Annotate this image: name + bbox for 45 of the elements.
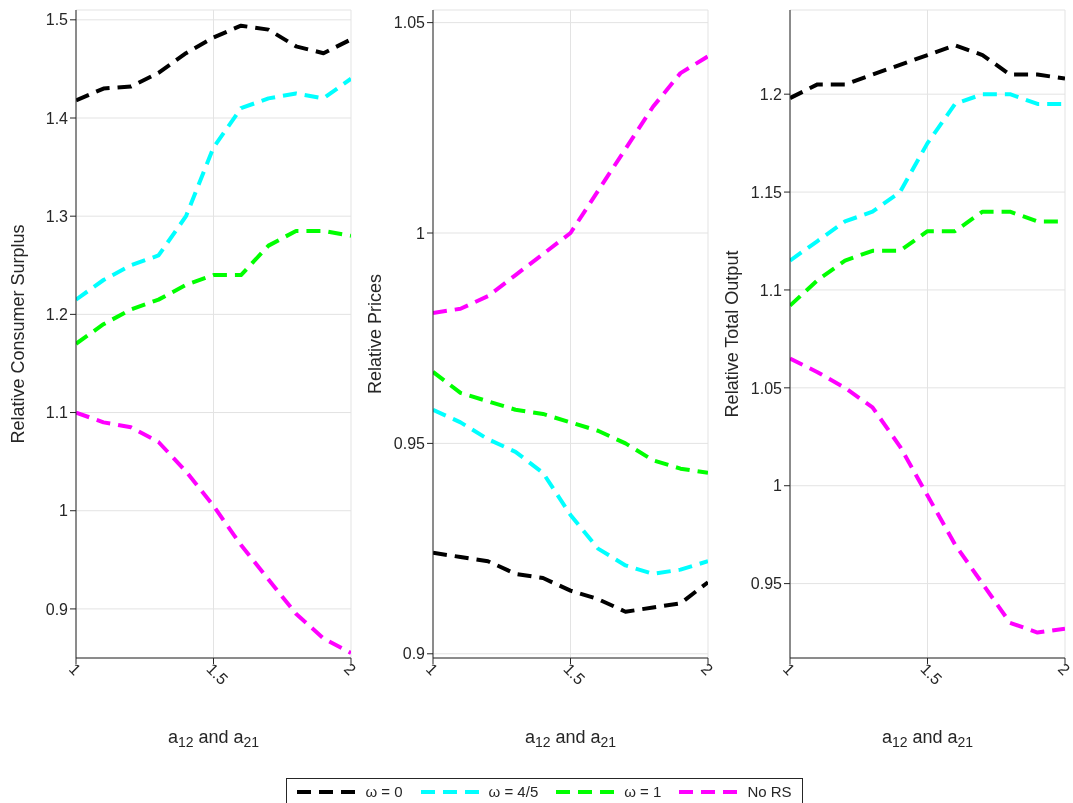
y-tick-label: 1 bbox=[416, 224, 426, 242]
y-tick-label: 1.3 bbox=[45, 207, 69, 225]
x-tick-label: 2 bbox=[340, 660, 360, 679]
y-axis-title: Relative Total Output bbox=[722, 250, 742, 418]
line-series bbox=[433, 550, 708, 614]
y-tick-label: 1 bbox=[59, 502, 69, 520]
x-tick-label: 1 bbox=[422, 660, 442, 679]
y-tick-label: 1.05 bbox=[393, 14, 426, 32]
x-tick-label: 1.5 bbox=[917, 660, 946, 688]
x-tick-label: 1.5 bbox=[203, 660, 232, 688]
line-series bbox=[433, 54, 708, 315]
line-series bbox=[76, 228, 351, 346]
y-tick-label: 1.2 bbox=[759, 85, 783, 103]
x-axis-title: a$_{12}$ and a$_{21}$ bbox=[524, 727, 617, 751]
y-tick-label: 1.1 bbox=[759, 281, 783, 299]
y-tick-label: 0.95 bbox=[393, 435, 426, 453]
line-series bbox=[433, 407, 708, 576]
x-axis-title: a$_{12}$ and a$_{21}$ bbox=[167, 727, 260, 751]
line-series bbox=[433, 369, 708, 475]
y-tick-label: 1.15 bbox=[750, 183, 783, 201]
y-tick-label: 1 bbox=[773, 477, 783, 495]
x-tick-label: 1.5 bbox=[560, 660, 589, 688]
y-tick-label: 0.9 bbox=[402, 645, 426, 663]
legend-label: ω = 1 bbox=[624, 783, 662, 800]
x-tick-label: 2 bbox=[1054, 660, 1073, 679]
y-axis-title: Relative Prices bbox=[365, 273, 385, 395]
x-axis-title: a$_{12}$ and a$_{21}$ bbox=[881, 727, 974, 751]
x-tick-label: 1 bbox=[65, 660, 85, 679]
legend-label: No RS bbox=[747, 783, 792, 800]
x-tick-label: 2 bbox=[697, 660, 717, 679]
line-series bbox=[76, 76, 351, 302]
legend-label: ω = 4/5 bbox=[488, 783, 539, 800]
line-series bbox=[790, 43, 1065, 101]
y-tick-label: 1.1 bbox=[45, 404, 69, 422]
y-tick-label: 0.95 bbox=[750, 575, 783, 593]
line-series bbox=[790, 356, 1065, 635]
y-tick-label: 1.2 bbox=[45, 306, 69, 324]
y-axis-title: Relative Consumer Surplus bbox=[8, 224, 28, 444]
y-tick-label: 1.5 bbox=[45, 11, 69, 29]
x-tick-label: 1 bbox=[779, 660, 799, 679]
y-tick-label: 1.05 bbox=[750, 379, 783, 397]
legend-label: ω = 0 bbox=[365, 783, 403, 800]
y-tick-label: 0.9 bbox=[45, 600, 69, 618]
line-series bbox=[76, 23, 351, 103]
y-tick-label: 1.4 bbox=[45, 109, 69, 127]
